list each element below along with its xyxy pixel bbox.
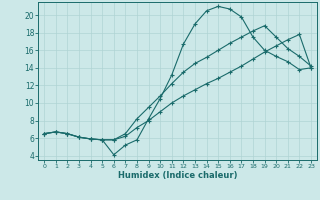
X-axis label: Humidex (Indice chaleur): Humidex (Indice chaleur) — [118, 171, 237, 180]
